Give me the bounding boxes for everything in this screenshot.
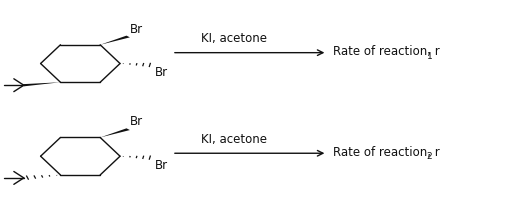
Text: Rate of reaction, r: Rate of reaction, r — [333, 45, 440, 58]
Text: Rate of reaction, r: Rate of reaction, r — [333, 146, 440, 159]
Polygon shape — [100, 36, 130, 45]
Polygon shape — [100, 128, 130, 137]
Text: KI, acetone: KI, acetone — [201, 32, 267, 45]
Text: Br: Br — [130, 23, 143, 36]
Text: KI, acetone: KI, acetone — [201, 133, 267, 146]
Polygon shape — [23, 82, 60, 86]
Text: Br: Br — [155, 159, 168, 172]
Text: 1: 1 — [426, 52, 432, 61]
Text: Br: Br — [130, 115, 143, 128]
Text: Br: Br — [155, 66, 168, 79]
Text: 2: 2 — [426, 152, 432, 161]
